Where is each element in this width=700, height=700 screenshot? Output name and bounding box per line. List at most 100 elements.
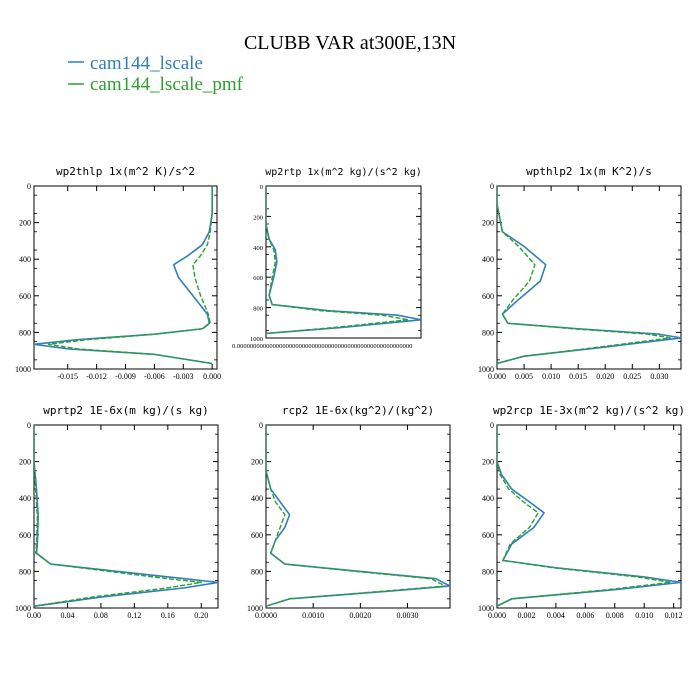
series-line-cam144-lscale-pmf (34, 425, 202, 607)
x-tick-label: 0.006 (576, 611, 594, 620)
x-tick-label: 0.030 (650, 372, 668, 381)
x-tick-label: -0.003 (173, 372, 194, 381)
x-tick-label: -0.012 (86, 372, 107, 381)
figure-title: CLUBB VAR at300E,13N (244, 32, 456, 54)
y-tick-label: 1000 (247, 604, 263, 613)
x-tick-label: -0.009 (115, 372, 136, 381)
y-tick-label: 800 (19, 328, 31, 337)
panel-1: wp2thlp 1x(m^2 K)/s^2 0 200 400 600 800 1000 -0… (15, 165, 221, 381)
y-tick-label: 400 (19, 494, 31, 503)
y-tick-label: 0 (27, 182, 31, 191)
panel-3: wpthlp2 1x(m K^2)/s020040060080010000.00… (478, 165, 682, 381)
panel-5: rcp2 1E-6x(kg^2)/(kg^2) 0 200 400 600 800 1000… (247, 404, 451, 620)
x-tick-label: 0.025 (623, 372, 641, 381)
legend: cam144_lscale cam144_lscale_pmf (68, 53, 244, 95)
panel-title: wp2thlp 1x(m^2 K)/s^2 (56, 165, 195, 178)
y-tick-label: 0 (490, 421, 494, 430)
x-tick-label: 0.0020 (349, 611, 371, 620)
y-tick-label: 800 (19, 567, 31, 576)
x-tick-label: 0.010 (635, 611, 653, 620)
x-tick-label: 0.04 (60, 611, 74, 620)
x-tick-label: 0.005 (515, 372, 533, 381)
x-tick-label: 0.000 (488, 372, 506, 381)
x-tick-label: 0.00 (27, 611, 41, 620)
y-tick-label: 0 (490, 182, 494, 191)
y-tick-label: 200 (253, 214, 263, 221)
panel-2: wp2rtp 1x(m^2 kg)/(s^2 kg)0 200 400 600 800 1… (232, 167, 422, 350)
panel-title: wp2rtp 1x(m^2 kg)/(s^2 kg) (265, 167, 422, 178)
series-line-cam144-lscale-pmf (47, 186, 213, 365)
series-line-cam144-lscale (266, 186, 421, 335)
panel-6: wp2rcp 1E-3x(m^2 kg)/(s^2 kg) 0 200 400 600 8… (478, 404, 685, 620)
series-line-cam144-lscale (34, 186, 213, 365)
x-tick-label: 0.20 (194, 611, 208, 620)
x-tick-label: 0.015 (569, 372, 587, 381)
x-tick-label: 0.0030 (397, 611, 419, 620)
x-tick-label: 0.0010 (302, 611, 324, 620)
y-tick-label: 1000 (478, 365, 494, 374)
plot-frame (33, 424, 219, 609)
y-tick-label: 0 (27, 421, 31, 430)
plot-frame (496, 424, 682, 609)
y-tick-label: 1000 (15, 604, 31, 613)
series-line-cam144-lscale-pmf (497, 425, 672, 607)
y-tick-label: 200 (251, 458, 263, 467)
x-tick-label: 0.0000 (255, 611, 277, 620)
y-tick-label: 0 (260, 184, 263, 191)
y-tick-label: 400 (19, 255, 31, 264)
y-tick-label: 200 (19, 458, 31, 467)
y-tick-label: 800 (482, 567, 494, 576)
x-tick-label: 0.020 (596, 372, 614, 381)
y-tick-label: 600 (19, 292, 31, 301)
panel-4: wprtp2 1E-6x(m kg)/(s kg) 0 200 400 600 800 10… (15, 404, 219, 620)
y-tick-label: 800 (251, 567, 263, 576)
x-tick-label: 0.008 (606, 611, 624, 620)
series-line-cam144-lscale-pmf (497, 186, 671, 365)
y-tick-label: 400 (253, 245, 263, 252)
x-tick-label: 0.000 (203, 372, 221, 381)
series-line-cam144-lscale (34, 425, 218, 607)
y-tick-label: 400 (251, 494, 263, 503)
y-tick-label: 400 (482, 494, 494, 503)
y-tick-label: 800 (253, 306, 263, 313)
y-tick-label: 800 (482, 328, 494, 337)
series-line-cam144-lscale-pmf (266, 425, 446, 607)
y-tick-label: 0 (259, 421, 263, 430)
plot-frame (265, 424, 451, 609)
y-tick-label: 1000 (478, 604, 494, 613)
y-tick-label: 200 (19, 219, 31, 228)
y-tick-label: 200 (482, 219, 494, 228)
legend-label-cam144-lscale-pmf: cam144_lscale_pmf (90, 74, 244, 95)
x-tick-label: 0.010 (542, 372, 560, 381)
y-tick-label: 600 (251, 531, 263, 540)
series-line-cam144-lscale (266, 425, 450, 607)
x-tick-label: 0.000 (488, 611, 506, 620)
panel-title: wprtp2 1E-6x(m kg)/(s kg) (43, 404, 209, 417)
y-tick-label: 400 (482, 255, 494, 264)
x-tick-label: 0.12 (127, 611, 141, 620)
x-tick-label: 0.00000000000000000000000000000000000000… (232, 343, 412, 350)
y-tick-label: 600 (482, 531, 494, 540)
panels: wp2thlp 1x(m^2 K)/s^2 0 200 400 600 800 1000 -0… (15, 165, 685, 620)
y-tick-label: 600 (19, 531, 31, 540)
x-tick-label: 0.08 (94, 611, 108, 620)
y-tick-label: 600 (253, 275, 263, 282)
y-tick-label: 200 (482, 458, 494, 467)
panel-title: wpthlp2 1x(m K^2)/s (526, 165, 652, 178)
x-tick-label: 0.004 (547, 611, 565, 620)
series-line-cam144-lscale (497, 186, 681, 365)
plot-frame (496, 185, 682, 370)
y-tick-label: 600 (482, 292, 494, 301)
panel-title: rcp2 1E-6x(kg^2)/(kg^2) (282, 404, 434, 417)
x-tick-label: 0.012 (665, 611, 683, 620)
y-tick-label: 1000 (250, 336, 263, 343)
x-tick-label: -0.015 (57, 372, 78, 381)
series-line-cam144-lscale-pmf (266, 186, 410, 335)
y-tick-label: 1000 (15, 365, 31, 374)
series-line-cam144-lscale (497, 425, 681, 607)
x-tick-label: -0.006 (144, 372, 165, 381)
x-tick-label: 0.16 (161, 611, 175, 620)
legend-label-cam144-lscale: cam144_lscale (90, 53, 203, 74)
plot-frame (265, 185, 422, 339)
